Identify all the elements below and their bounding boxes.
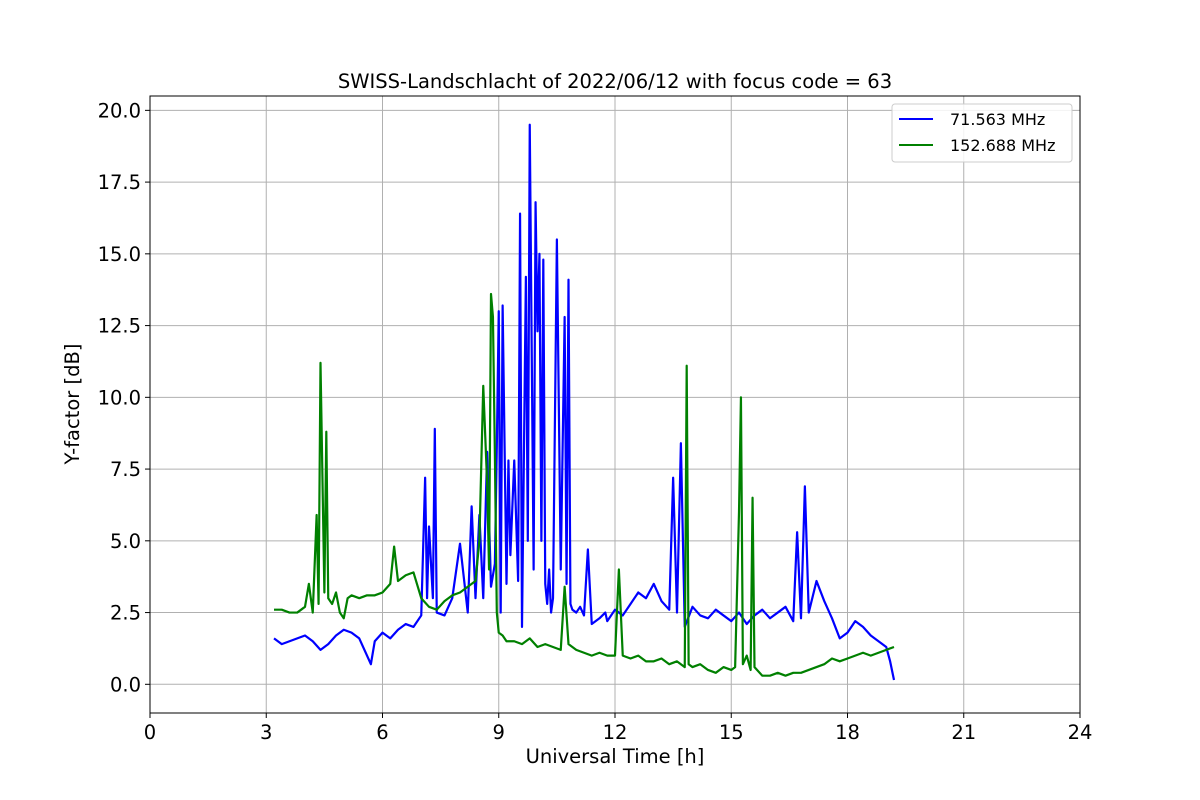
y-axis-label: Y-factor [dB] [61, 344, 84, 466]
x-tick-label: 21 [951, 721, 976, 744]
x-tick-label: 15 [719, 721, 744, 744]
legend-box [891, 103, 1073, 163]
ticks: 0 3 6 9 12 15 18 21 24 0.0 2.5 5.0 7.5 10.0 12.5 15.0 17… [98, 99, 1093, 744]
x-tick-label: 9 [493, 721, 505, 744]
y-tick-label: 10.0 [98, 386, 141, 409]
x-tick-label: 12 [603, 721, 628, 744]
x-tick-label: 18 [835, 721, 860, 744]
y-tick-label: 12.5 [98, 315, 141, 338]
legend: 71.563 MHz 152.688 MHz [891, 103, 1073, 163]
x-tick-label: 3 [260, 721, 272, 744]
y-tick-label: 0.0 [110, 673, 141, 696]
chart-title: SWISS-Landschlacht of 2022/06/12 with fo… [338, 70, 892, 93]
legend-label: 71.563 MHz [950, 110, 1045, 129]
y-tick-label: 7.5 [110, 458, 141, 481]
y-tick-label: 17.5 [98, 171, 141, 194]
grid [149, 96, 1081, 713]
x-axis-label: Universal Time [h] [526, 745, 705, 768]
series-line-152-mhz [274, 292, 895, 677]
y-tick-label: 15.0 [98, 243, 141, 266]
legend-label: 152.688 MHz [950, 136, 1055, 155]
x-tick-label: 24 [1068, 721, 1093, 744]
x-tick-label: 6 [376, 721, 388, 744]
series-line-71-mhz [273, 123, 896, 681]
y-tick-label: 2.5 [110, 602, 141, 625]
series-layer [273, 123, 896, 681]
y-tick-label: 5.0 [110, 530, 141, 553]
x-tick-label: 0 [144, 721, 156, 744]
y-tick-label: 20.0 [98, 99, 141, 122]
